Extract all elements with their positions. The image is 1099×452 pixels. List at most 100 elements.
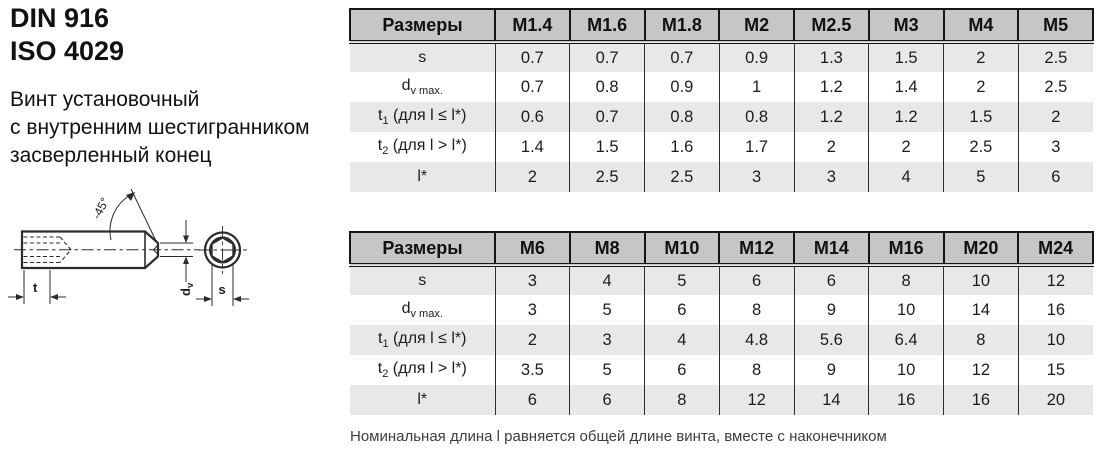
length-footnote: Номинальная длина l равняется общей длин… bbox=[350, 428, 887, 445]
table-row: l* 6 6 8 12 14 16 16 20 bbox=[350, 385, 1093, 415]
value-cell: 9 bbox=[793, 295, 870, 325]
value-cell: 10 bbox=[868, 355, 944, 385]
row-label: t2 (для l > l*) bbox=[350, 132, 496, 162]
value-cell: 0.8 bbox=[718, 102, 795, 132]
table-row: t2 (для l > l*) 1.4 1.5 1.6 1.7 2 2 2.5 3 bbox=[350, 132, 1093, 162]
value-cell: 0.9 bbox=[644, 72, 720, 102]
value-cell: 0.8 bbox=[569, 72, 645, 102]
value-cell: 1.4 bbox=[494, 132, 571, 162]
value-cell: 1.3 bbox=[793, 42, 870, 72]
column-header-m3: M3 bbox=[867, 8, 945, 44]
value-cell: 5 bbox=[569, 295, 645, 325]
table-header-row: Размеры M1.4 M1.6 M1.8 M2 M2.5 M3 M4 M5 bbox=[349, 8, 1094, 44]
column-header-m4: M4 bbox=[942, 8, 1020, 44]
s-dimension-label: s bbox=[219, 282, 226, 297]
value-cell: 1.4 bbox=[868, 72, 944, 102]
value-cell: 0.9 bbox=[718, 42, 795, 72]
value-cell: 6 bbox=[644, 355, 720, 385]
value-cell: 1 bbox=[718, 72, 795, 102]
value-cell: 6 bbox=[494, 385, 571, 415]
column-header-m12: M12 bbox=[718, 231, 795, 267]
value-cell: 3 bbox=[569, 325, 645, 355]
standards-title: DIN 916 ISO 4029 bbox=[10, 2, 124, 68]
value-cell: 3.5 bbox=[494, 355, 571, 385]
value-cell: 6 bbox=[644, 295, 720, 325]
row-label: s bbox=[350, 42, 496, 72]
value-cell: 10 bbox=[943, 265, 1019, 295]
value-cell: 6 bbox=[793, 265, 870, 295]
value-cell: 1.6 bbox=[644, 132, 720, 162]
value-cell: 15 bbox=[1017, 355, 1093, 385]
value-cell: 2.5 bbox=[644, 162, 720, 192]
column-header-m10: M10 bbox=[643, 231, 721, 267]
value-cell: 16 bbox=[943, 385, 1019, 415]
value-cell: 2 bbox=[494, 325, 571, 355]
value-cell: 1.5 bbox=[943, 102, 1019, 132]
dv-dimension-label: dv bbox=[178, 282, 196, 296]
column-header-m6: M6 bbox=[494, 231, 571, 267]
value-cell: 1.2 bbox=[868, 102, 944, 132]
value-cell: 1.2 bbox=[793, 72, 870, 102]
value-cell: 2.5 bbox=[1017, 72, 1093, 102]
value-cell: 2.5 bbox=[569, 162, 645, 192]
value-cell: 9 bbox=[793, 355, 870, 385]
t-arrowhead bbox=[16, 294, 24, 300]
dv-arrowhead bbox=[183, 256, 189, 264]
value-cell: 0.8 bbox=[644, 102, 720, 132]
value-cell: 8 bbox=[644, 385, 720, 415]
value-cell: 1.5 bbox=[569, 132, 645, 162]
chamfer-leader-line bbox=[130, 188, 158, 244]
value-cell: 3 bbox=[494, 295, 571, 325]
table-row: t2 (для l > l*) 3.5 5 6 8 9 10 12 15 bbox=[350, 355, 1093, 385]
value-cell: 10 bbox=[868, 295, 944, 325]
column-header-m14: M14 bbox=[793, 231, 870, 267]
value-cell: 20 bbox=[1017, 385, 1093, 415]
value-cell: 2 bbox=[494, 162, 571, 192]
table-row: l* 2 2.5 2.5 3 3 4 5 6 bbox=[350, 162, 1093, 192]
value-cell: 2 bbox=[1017, 102, 1093, 132]
description-line: Винт установочный bbox=[10, 88, 200, 111]
column-header-m1.6: M1.6 bbox=[568, 8, 646, 44]
column-header-m1.4: M1.4 bbox=[494, 8, 571, 44]
dimensions-table-1: Размеры M1.4 M1.6 M1.8 M2 M2.5 M3 M4 M5 s 0.7 0.7 0… bbox=[349, 8, 1094, 192]
row-label: dv max. bbox=[350, 295, 496, 325]
value-cell: 4 bbox=[868, 162, 944, 192]
value-cell: 0.7 bbox=[644, 42, 720, 72]
column-header-m5: M5 bbox=[1017, 8, 1094, 44]
hex-socket-outline bbox=[211, 236, 234, 264]
value-cell: 4.8 bbox=[718, 325, 795, 355]
t-arrowhead bbox=[50, 294, 58, 300]
table-row: t1 (для l ≤ l*) 0.6 0.7 0.8 0.8 1.2 1.2 1.5 2 bbox=[350, 102, 1093, 132]
t-dimension-label: t bbox=[33, 280, 38, 295]
value-cell: 16 bbox=[1017, 295, 1093, 325]
value-cell: 10 bbox=[1017, 325, 1093, 355]
column-header-m24: M24 bbox=[1017, 231, 1094, 267]
value-cell: 3 bbox=[494, 265, 571, 295]
row-label: t2 (для l > l*) bbox=[350, 355, 496, 385]
value-cell: 2 bbox=[868, 132, 944, 162]
table-row: s 3 4 5 6 6 8 10 12 bbox=[350, 265, 1093, 295]
value-cell: 3 bbox=[718, 162, 795, 192]
chamfer-angle-label: -45° bbox=[89, 195, 112, 221]
table-row: t1 (для l ≤ l*) 2 3 4 4.8 5.6 6.4 8 10 bbox=[350, 325, 1093, 355]
standard-din: DIN 916 bbox=[10, 3, 110, 33]
value-cell: 5 bbox=[943, 162, 1019, 192]
column-header-m2.5: M2.5 bbox=[793, 8, 870, 44]
set-screw-drawing: -45° t dv bbox=[8, 188, 249, 306]
value-cell: 2 bbox=[943, 42, 1019, 72]
value-cell: 0.6 bbox=[494, 102, 571, 132]
dv-arrowhead bbox=[183, 235, 189, 243]
value-cell: 4 bbox=[569, 265, 645, 295]
value-cell: 6 bbox=[569, 385, 645, 415]
value-cell: 5.6 bbox=[793, 325, 870, 355]
row-label: l* bbox=[350, 385, 496, 415]
value-cell: 2.5 bbox=[1017, 42, 1093, 72]
value-cell: 1.5 bbox=[868, 42, 944, 72]
row-label: s bbox=[350, 265, 496, 295]
value-cell: 5 bbox=[569, 355, 645, 385]
value-cell: 5 bbox=[644, 265, 720, 295]
standard-iso: ISO 4029 bbox=[10, 36, 125, 66]
value-cell: 1.2 bbox=[793, 102, 870, 132]
value-cell: 14 bbox=[943, 295, 1019, 325]
